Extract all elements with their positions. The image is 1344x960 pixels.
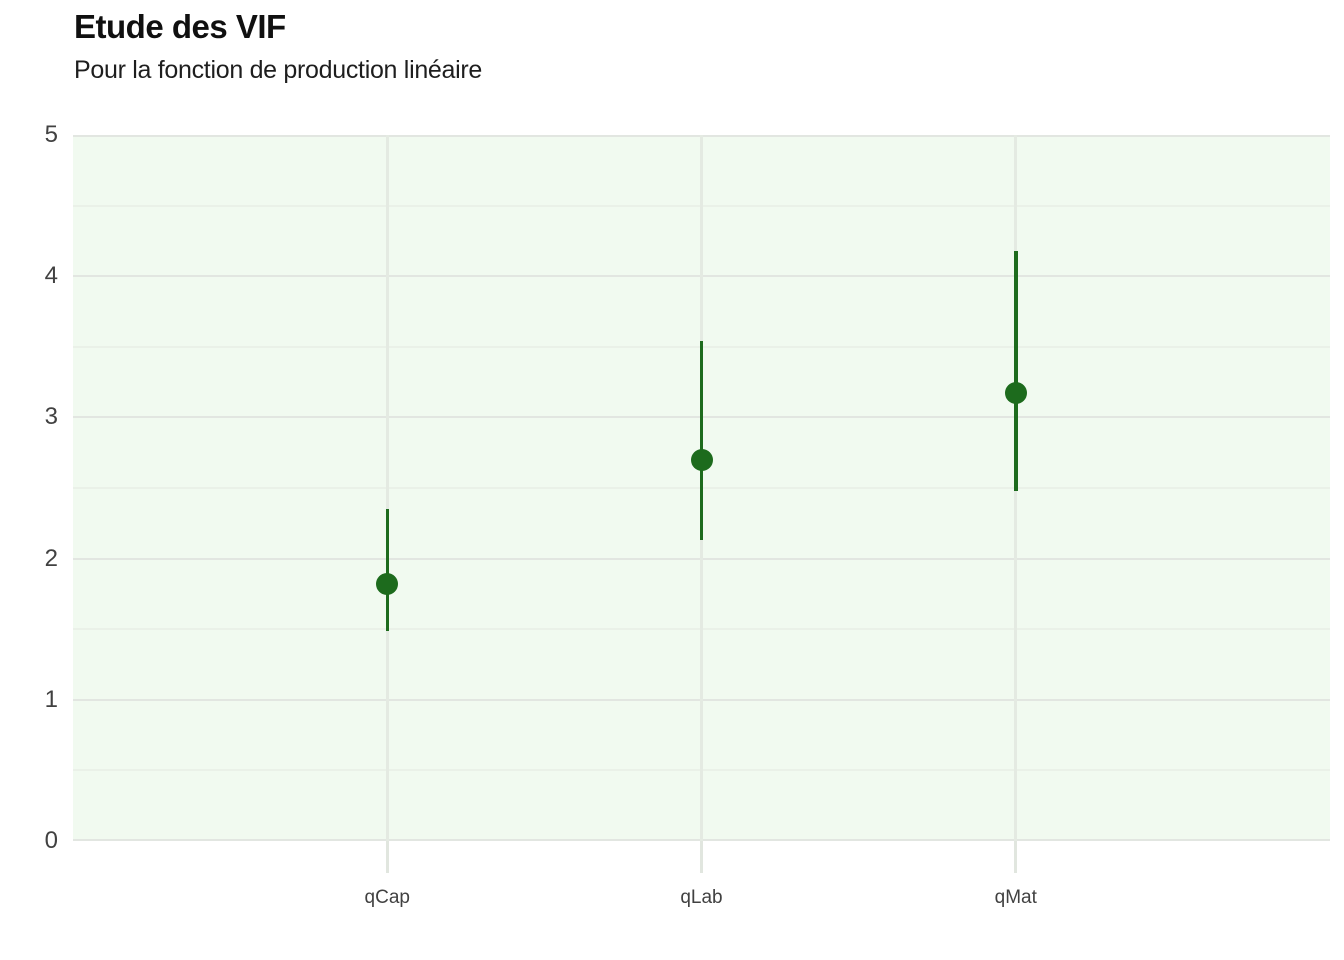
vif-point (1004, 382, 1027, 405)
vif-point (690, 448, 713, 471)
y-tick-label: 2 (44, 544, 58, 572)
x-axis-tick (700, 841, 703, 873)
x-tick-label-qCap: qCap (364, 887, 410, 908)
vif-point (376, 573, 399, 596)
y-tick-label: 0 (44, 827, 58, 854)
y-tick-label: 3 (44, 403, 58, 431)
x-tick-label-qLab: qLab (680, 887, 723, 908)
y-tick-label: 5 (44, 121, 58, 148)
x-axis-tick (385, 841, 389, 873)
y-tick-label: 4 (44, 262, 58, 290)
y-tick-label: 1 (44, 685, 58, 713)
x-axis-tick (1014, 841, 1018, 873)
ci-range-line (385, 509, 389, 631)
x-tick-label-qMat: qMat (994, 887, 1037, 908)
plot-panel (73, 135, 1330, 841)
ci-range-line (1014, 250, 1018, 491)
chart-title: Etude des VIF (74, 8, 286, 45)
chart-subtitle: Pour la fonction de production linéaire (74, 56, 483, 84)
gridline-vertical (385, 135, 389, 841)
ci-range-line (699, 341, 704, 541)
